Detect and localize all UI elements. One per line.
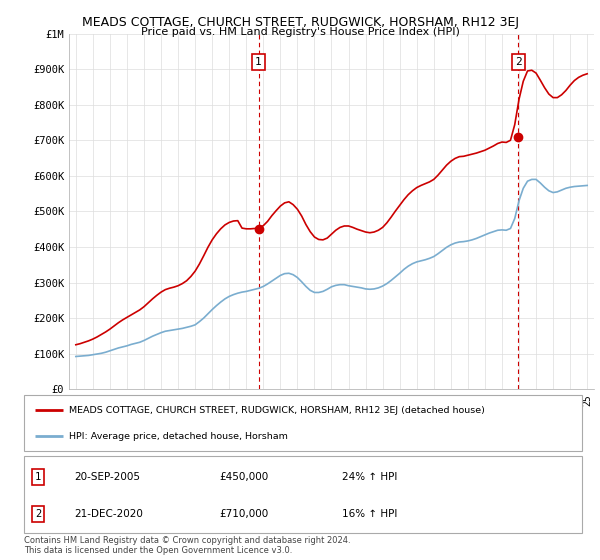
Text: £710,000: £710,000 bbox=[220, 509, 269, 519]
Text: MEADS COTTAGE, CHURCH STREET, RUDGWICK, HORSHAM, RH12 3EJ (detached house): MEADS COTTAGE, CHURCH STREET, RUDGWICK, … bbox=[68, 406, 485, 415]
Text: 2: 2 bbox=[35, 509, 41, 519]
Text: £450,000: £450,000 bbox=[220, 472, 269, 482]
Text: 1: 1 bbox=[255, 57, 262, 67]
Text: Contains HM Land Registry data © Crown copyright and database right 2024.
This d: Contains HM Land Registry data © Crown c… bbox=[24, 536, 350, 556]
Text: 16% ↑ HPI: 16% ↑ HPI bbox=[342, 509, 397, 519]
Text: Price paid vs. HM Land Registry's House Price Index (HPI): Price paid vs. HM Land Registry's House … bbox=[140, 27, 460, 37]
Text: 24% ↑ HPI: 24% ↑ HPI bbox=[342, 472, 397, 482]
Text: 1: 1 bbox=[35, 472, 41, 482]
Text: 2: 2 bbox=[515, 57, 522, 67]
Text: HPI: Average price, detached house, Horsham: HPI: Average price, detached house, Hors… bbox=[68, 432, 287, 441]
Text: 21-DEC-2020: 21-DEC-2020 bbox=[74, 509, 143, 519]
Text: MEADS COTTAGE, CHURCH STREET, RUDGWICK, HORSHAM, RH12 3EJ: MEADS COTTAGE, CHURCH STREET, RUDGWICK, … bbox=[82, 16, 518, 29]
Text: 20-SEP-2005: 20-SEP-2005 bbox=[74, 472, 140, 482]
